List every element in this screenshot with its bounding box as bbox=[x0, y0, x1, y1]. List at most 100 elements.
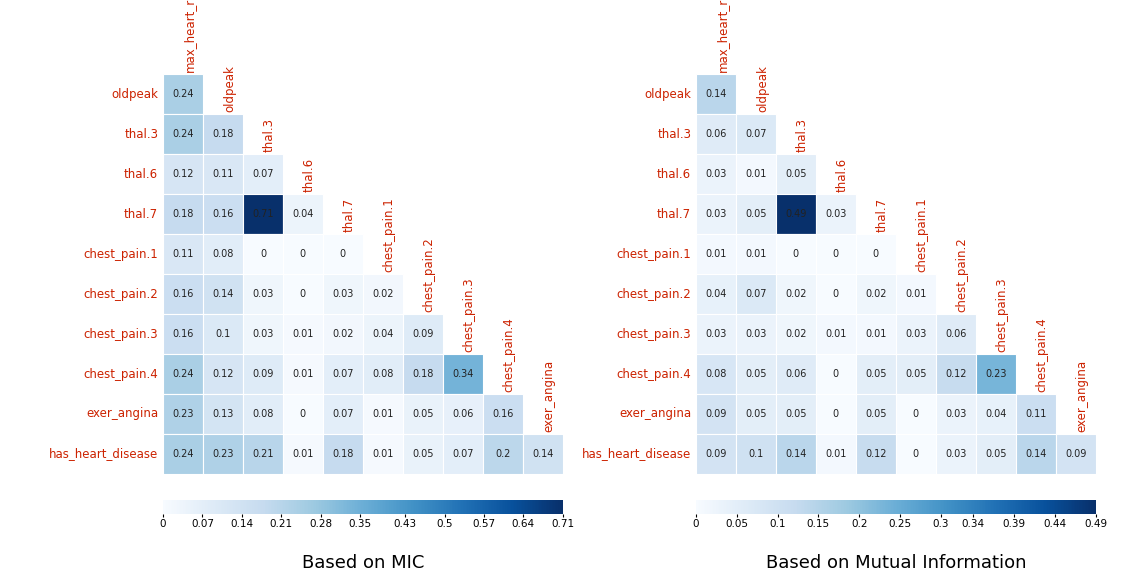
Text: thal.6: thal.6 bbox=[303, 158, 316, 192]
Text: 0.18: 0.18 bbox=[332, 449, 354, 459]
Text: chest_pain.4: chest_pain.4 bbox=[1035, 317, 1049, 392]
Text: 0.02: 0.02 bbox=[785, 329, 806, 339]
Text: thal.6: thal.6 bbox=[124, 168, 159, 180]
Text: 0.07: 0.07 bbox=[452, 449, 474, 459]
Text: 0.01: 0.01 bbox=[705, 249, 727, 259]
Bar bbox=[284, 274, 323, 314]
Bar bbox=[696, 234, 736, 274]
Bar bbox=[816, 194, 856, 234]
Text: 0.03: 0.03 bbox=[252, 289, 273, 299]
Text: chest_pain.3: chest_pain.3 bbox=[996, 278, 1009, 352]
Text: 0.01: 0.01 bbox=[826, 329, 847, 339]
Text: 0.08: 0.08 bbox=[372, 369, 393, 379]
Bar bbox=[243, 194, 284, 234]
Text: 0.09: 0.09 bbox=[252, 369, 273, 379]
Text: exer_angina: exer_angina bbox=[543, 360, 556, 432]
Text: 0.24: 0.24 bbox=[172, 129, 194, 139]
Text: 0.23: 0.23 bbox=[985, 369, 1007, 379]
Text: has_heart_disease: has_heart_disease bbox=[49, 448, 159, 460]
Bar bbox=[163, 114, 203, 154]
Bar bbox=[776, 434, 816, 474]
Bar bbox=[243, 234, 284, 274]
Text: Based on Mutual Information: Based on Mutual Information bbox=[765, 554, 1026, 571]
Bar bbox=[896, 354, 936, 394]
Bar bbox=[696, 74, 736, 114]
Bar bbox=[856, 314, 896, 354]
Text: 0.18: 0.18 bbox=[172, 209, 194, 219]
Text: 0.02: 0.02 bbox=[865, 289, 887, 299]
Bar bbox=[363, 274, 403, 314]
Bar bbox=[696, 114, 736, 154]
Text: chest_pain.3: chest_pain.3 bbox=[84, 328, 159, 340]
Bar bbox=[483, 434, 523, 474]
Bar bbox=[442, 394, 483, 434]
Text: 0.14: 0.14 bbox=[532, 449, 553, 459]
Text: has_heart_disease: has_heart_disease bbox=[582, 448, 692, 460]
Bar bbox=[163, 354, 203, 394]
Bar bbox=[403, 394, 442, 434]
Bar bbox=[163, 314, 203, 354]
Text: 0.18: 0.18 bbox=[212, 129, 234, 139]
Text: 0.03: 0.03 bbox=[332, 289, 354, 299]
Text: 0: 0 bbox=[913, 449, 919, 459]
Bar bbox=[284, 354, 323, 394]
Text: 0.01: 0.01 bbox=[372, 449, 393, 459]
Text: 0.05: 0.05 bbox=[412, 449, 433, 459]
Text: 0: 0 bbox=[260, 249, 266, 259]
Text: exer_angina: exer_angina bbox=[619, 408, 692, 420]
Bar bbox=[696, 314, 736, 354]
Text: Based on MIC: Based on MIC bbox=[302, 554, 424, 571]
Text: 0: 0 bbox=[913, 409, 919, 419]
Text: 0.03: 0.03 bbox=[945, 449, 966, 459]
Text: 0.12: 0.12 bbox=[172, 169, 194, 179]
Bar bbox=[975, 394, 1016, 434]
Text: oldpeak: oldpeak bbox=[111, 88, 159, 100]
Text: 0.06: 0.06 bbox=[945, 329, 966, 339]
Text: oldpeak: oldpeak bbox=[223, 65, 236, 112]
Text: 0.1: 0.1 bbox=[748, 449, 763, 459]
Bar bbox=[856, 394, 896, 434]
Bar bbox=[243, 314, 284, 354]
Text: 0.01: 0.01 bbox=[826, 449, 847, 459]
Bar bbox=[736, 274, 776, 314]
Text: 0.11: 0.11 bbox=[172, 249, 194, 259]
Text: chest_pain.1: chest_pain.1 bbox=[383, 198, 396, 272]
Text: 0: 0 bbox=[873, 249, 879, 259]
Bar bbox=[203, 154, 243, 194]
Text: chest_pain.2: chest_pain.2 bbox=[956, 238, 968, 312]
Bar bbox=[403, 354, 442, 394]
Text: 0: 0 bbox=[793, 249, 799, 259]
Bar bbox=[403, 314, 442, 354]
Bar bbox=[1056, 434, 1095, 474]
Bar bbox=[203, 354, 243, 394]
Text: 0.01: 0.01 bbox=[293, 369, 314, 379]
Bar bbox=[736, 394, 776, 434]
Text: exer_angina: exer_angina bbox=[86, 408, 159, 420]
Text: chest_pain.1: chest_pain.1 bbox=[84, 248, 159, 260]
Text: 0.09: 0.09 bbox=[412, 329, 433, 339]
Bar bbox=[856, 274, 896, 314]
Text: 0.05: 0.05 bbox=[865, 369, 887, 379]
Text: 0.34: 0.34 bbox=[452, 369, 474, 379]
Text: oldpeak: oldpeak bbox=[644, 88, 692, 100]
Bar bbox=[163, 74, 203, 114]
Text: 0.12: 0.12 bbox=[865, 449, 887, 459]
Bar bbox=[323, 274, 363, 314]
Text: 0.03: 0.03 bbox=[705, 169, 727, 179]
Text: 0.71: 0.71 bbox=[252, 209, 273, 219]
Text: thal.7: thal.7 bbox=[124, 208, 159, 220]
Bar bbox=[856, 354, 896, 394]
Text: 0.01: 0.01 bbox=[293, 329, 314, 339]
Text: 0.03: 0.03 bbox=[705, 329, 727, 339]
Text: 0.07: 0.07 bbox=[332, 409, 354, 419]
Text: 0.05: 0.05 bbox=[745, 409, 767, 419]
Bar bbox=[203, 394, 243, 434]
Text: thal.3: thal.3 bbox=[658, 128, 692, 140]
Text: 0.16: 0.16 bbox=[172, 329, 194, 339]
Text: 0.02: 0.02 bbox=[332, 329, 354, 339]
Text: 0.01: 0.01 bbox=[745, 169, 767, 179]
Bar bbox=[323, 434, 363, 474]
Text: 0.03: 0.03 bbox=[705, 209, 727, 219]
Text: thal.3: thal.3 bbox=[125, 128, 159, 140]
Bar bbox=[816, 234, 856, 274]
